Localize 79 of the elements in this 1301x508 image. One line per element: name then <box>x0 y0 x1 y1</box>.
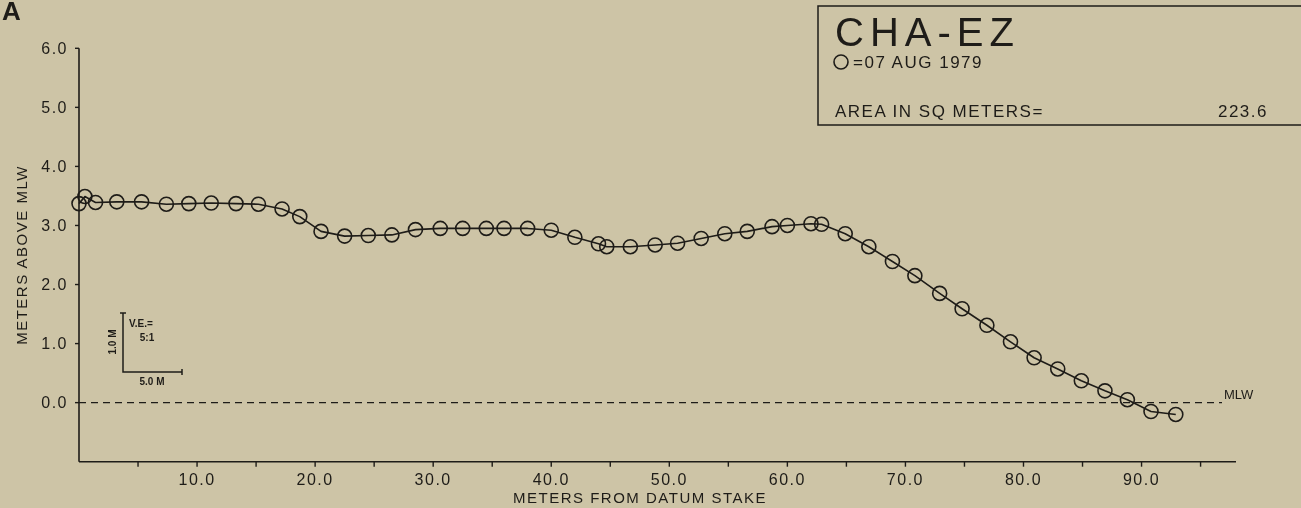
point <box>1002 334 1019 350</box>
y-tick-label: 4.0 <box>41 158 68 176</box>
point <box>647 237 663 253</box>
point <box>158 196 175 213</box>
point <box>590 235 607 252</box>
chart-title: CHA-EZ <box>835 10 1020 54</box>
y-tick-label: 5.0 <box>41 98 68 116</box>
point <box>813 216 830 233</box>
x-tick-label: 30.0 <box>414 471 452 488</box>
point <box>622 238 639 255</box>
x-tick-label: 50.0 <box>650 471 688 488</box>
point <box>454 220 471 237</box>
point <box>432 220 449 237</box>
y-tick-label: 2.0 <box>41 276 68 294</box>
point <box>837 225 854 242</box>
point <box>133 194 150 210</box>
point <box>77 188 93 205</box>
point <box>931 285 948 302</box>
point <box>1026 349 1042 366</box>
point <box>478 220 495 237</box>
annotation: 1.0 M <box>107 329 118 355</box>
annotation: 5.0 M <box>139 376 165 387</box>
point <box>954 300 970 317</box>
point <box>779 217 796 234</box>
point <box>739 223 756 240</box>
point <box>979 317 995 334</box>
point <box>861 238 877 255</box>
x-tick-label: 20.0 <box>296 471 334 488</box>
point <box>291 208 308 225</box>
point <box>884 253 901 270</box>
point <box>717 225 733 242</box>
point <box>907 267 923 284</box>
point <box>250 196 267 213</box>
point <box>71 195 87 212</box>
point <box>669 235 686 251</box>
point <box>764 218 780 235</box>
point <box>87 194 104 211</box>
annotation: 5:1 <box>139 332 155 343</box>
point <box>1119 391 1136 408</box>
point <box>274 201 290 217</box>
y-tick-label: 0.0 <box>41 394 68 412</box>
point <box>336 228 353 244</box>
point <box>543 222 560 238</box>
x-axis-title: METERS FROM DATUM STAKE <box>513 489 767 506</box>
legend-label: =07 AUG 1979 <box>853 53 984 72</box>
x-tick-label: 90.0 <box>1122 471 1161 488</box>
point <box>181 195 197 212</box>
point <box>203 195 220 211</box>
x-tick-label: 80.0 <box>1004 471 1043 488</box>
x-tick-label: 70.0 <box>886 471 924 488</box>
point <box>1073 372 1090 389</box>
point <box>598 238 615 255</box>
point <box>108 194 125 210</box>
point <box>567 229 583 246</box>
x-tick-label: 10.0 <box>178 471 216 488</box>
y-tick-label: 3.0 <box>41 217 68 235</box>
point <box>496 220 512 237</box>
annotation: AREA IN SQ METERS= <box>835 102 1044 121</box>
point <box>803 215 819 232</box>
point <box>1049 361 1066 377</box>
point <box>360 227 377 244</box>
text: A <box>2 0 21 26</box>
point <box>1167 406 1184 423</box>
ref-line-label: MLW <box>1224 386 1255 402</box>
point <box>384 227 400 243</box>
annotation: 223.6 <box>1217 102 1268 121</box>
point <box>1143 403 1159 420</box>
point <box>407 221 424 238</box>
point <box>1097 383 1113 399</box>
y-axis-title: METERS ABOVE MLW <box>13 165 30 345</box>
point <box>228 195 244 212</box>
point <box>313 223 329 240</box>
annotation: V.E.= <box>129 318 153 329</box>
point <box>519 220 536 237</box>
x-tick-label: 60.0 <box>768 471 806 488</box>
x-tick-label: 40.0 <box>532 471 570 488</box>
point <box>693 230 709 247</box>
y-tick-label: 6.0 <box>41 39 68 57</box>
y-tick-label: 1.0 <box>41 335 68 353</box>
